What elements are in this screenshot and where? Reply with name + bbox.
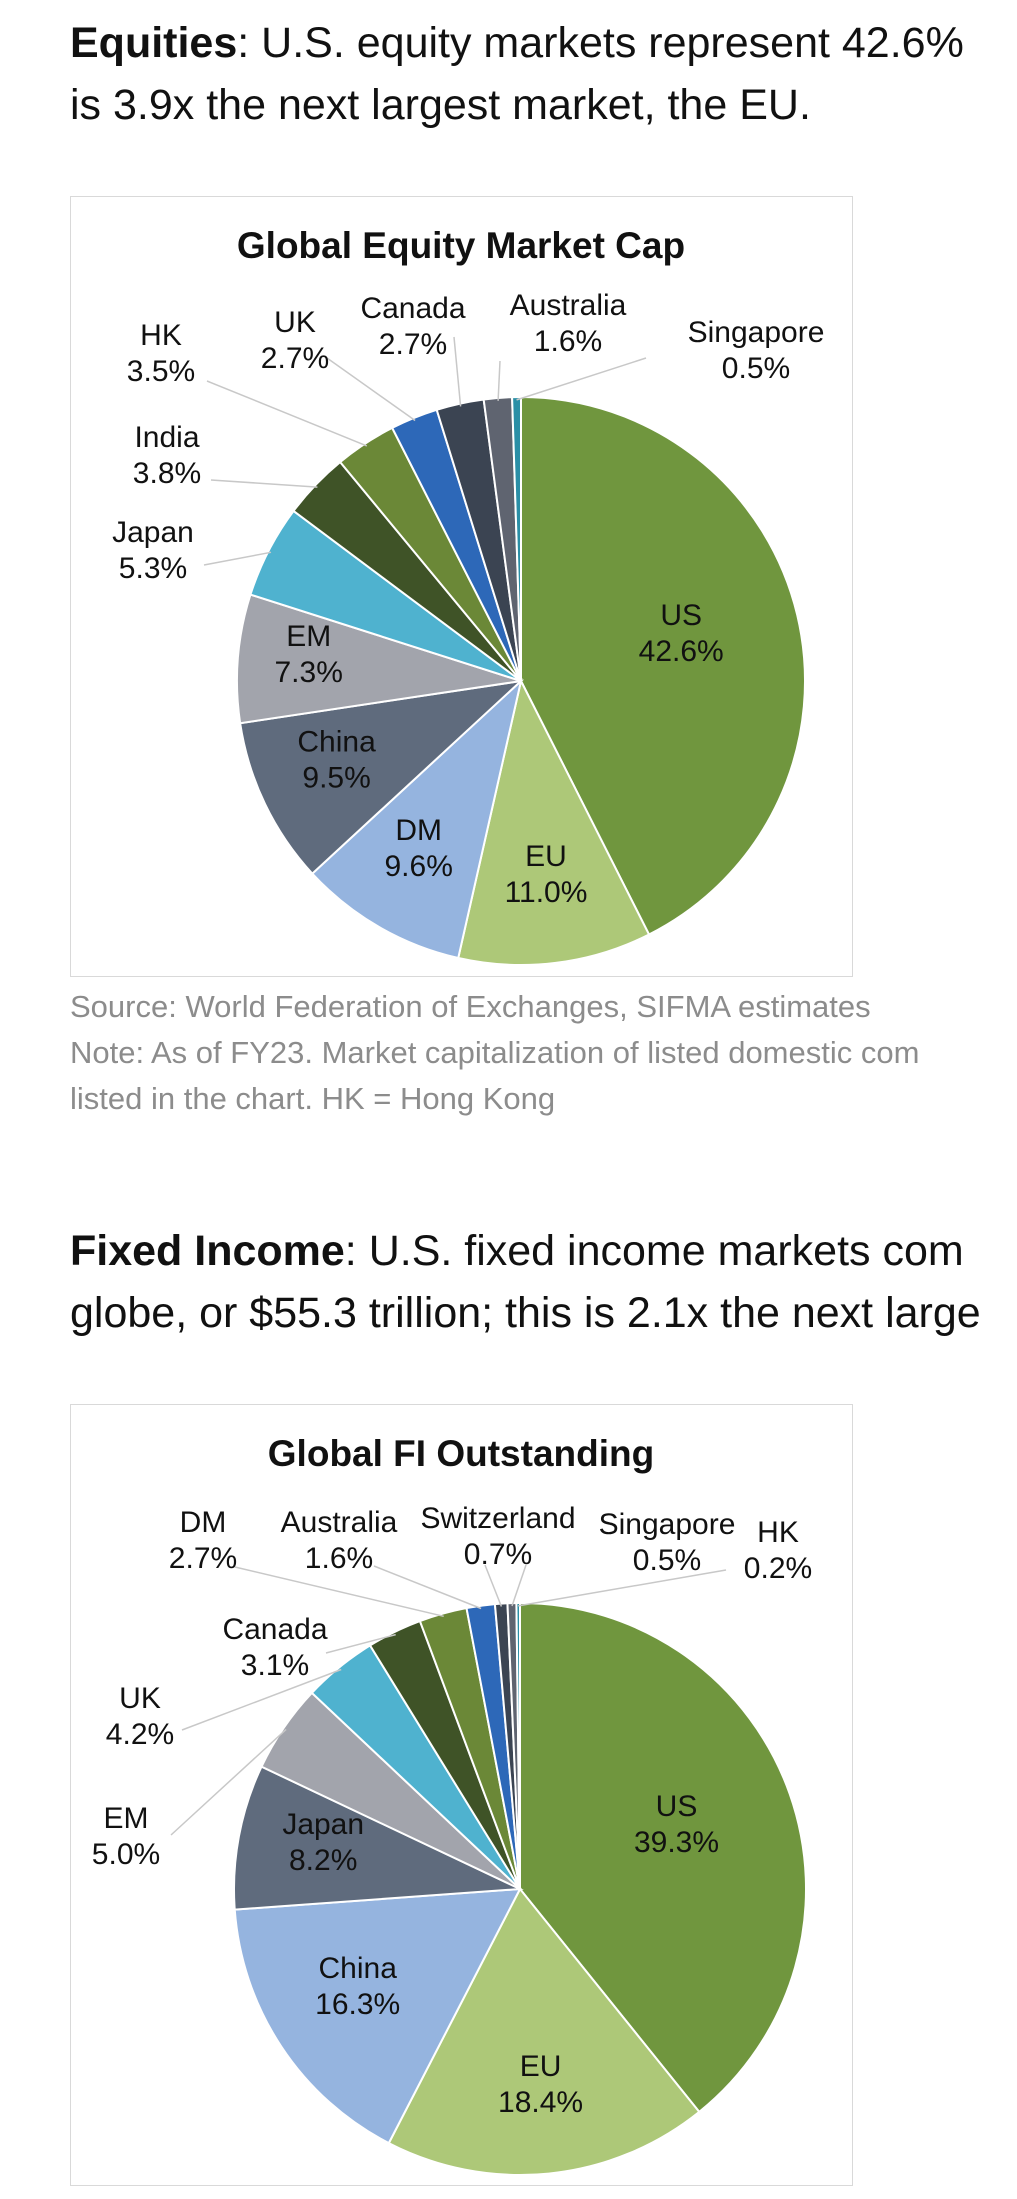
equity-slice-us [520, 395, 806, 936]
equity-slice-dm [310, 678, 523, 960]
fi-label-australia: Australia [281, 1506, 398, 1539]
equity-label-uk: UK [274, 306, 316, 339]
fi-leader-uk [181, 1668, 342, 1731]
equity-label-eu: EU [525, 840, 567, 873]
equity-value-australia: 1.6% [534, 325, 602, 358]
equity-leader-australia [497, 360, 501, 401]
note-line-2: listed in the chart. HK = Hong Kong [70, 1081, 556, 1116]
fi-label-em: EM [104, 1802, 149, 1835]
fixed-income-text-1: : U.S. fixed income markets com [344, 1227, 964, 1275]
fi-label-eu: EU [520, 2050, 562, 2083]
equity-slice-em [236, 593, 522, 725]
equity-label-us: US [660, 599, 702, 632]
fixed-income-paragraph-line-1: Fixed Income: U.S. fixed income markets … [70, 1220, 1017, 1282]
equity-value-em: 7.3% [275, 656, 343, 689]
fi-slice-eu [387, 1887, 701, 2176]
fi-slice-china [233, 1887, 522, 2145]
equity-chart-title: Global Equity Market Cap [237, 225, 685, 266]
fi-value-singapore: 0.5% [633, 1544, 701, 1577]
fi-label-switzerland: Switzerland [420, 1502, 575, 1535]
fi-label-canada: Canada [222, 1613, 327, 1646]
equity-leader-india [210, 479, 318, 488]
fi-label-uk: UK [119, 1682, 161, 1715]
fi-value-switzerland: 0.7% [464, 1538, 532, 1571]
equity-value-eu: 11.0% [505, 876, 588, 909]
fi-leader-hk [518, 1569, 727, 1607]
fixed-income-text-2: globe, or $55.3 trillion; this is 2.1x t… [70, 1289, 981, 1337]
source-note: Source: World Federation of Exchanges, S… [70, 989, 871, 1024]
fi-chart-panel: Global FI Outstanding US 39.3% EU 18.4% Chin… [70, 1404, 853, 2186]
fi-leader-em [170, 1728, 287, 1836]
fi-leader-canada [325, 1633, 396, 1654]
equity-value-india: 3.8% [133, 457, 201, 490]
fi-label-us: US [656, 1790, 698, 1823]
equity-label-singapore: Singapore [688, 316, 825, 349]
equity-value-singapore: 0.5% [722, 352, 790, 385]
equity-value-us: 42.6% [639, 635, 724, 668]
equity-label-em: EM [286, 620, 331, 653]
equity-slices [236, 395, 806, 966]
equity-value-uk: 2.7% [261, 342, 329, 375]
fi-value-japan: 8.2% [289, 1844, 357, 1877]
fi-slice-japan [233, 1765, 524, 1911]
equity-label-india: India [134, 421, 199, 454]
fixed-income-heading: Fixed Income [70, 1227, 345, 1275]
fi-label-hk: HK [757, 1516, 799, 1549]
equity-value-dm: 9.6% [385, 850, 453, 883]
fi-slices [233, 1601, 807, 2176]
fi-value-hk: 0.2% [744, 1552, 812, 1585]
equity-leader-uk [326, 357, 416, 422]
equity-value-canada: 2.7% [379, 328, 447, 361]
equity-label-dm: DM [395, 814, 442, 847]
fi-label-singapore: Singapore [599, 1508, 736, 1541]
fi-value-eu: 18.4% [498, 2086, 583, 2119]
note-line-1: Note: As of FY23. Market capitalization … [70, 1035, 920, 1070]
fi-value-canada: 3.1% [241, 1649, 309, 1682]
fi-value-dm: 2.7% [169, 1542, 237, 1575]
equity-leader-hk [206, 380, 368, 447]
fixed-income-paragraph: Fixed Income: U.S. fixed income markets … [70, 1220, 1017, 1344]
equities-text-2: is 3.9x the next largest market, the EU. [70, 81, 811, 129]
equity-slice-china [239, 679, 525, 876]
fi-chart-title: Global FI Outstanding [268, 1433, 654, 1474]
equities-paragraph: Equities: U.S. equity markets represent … [70, 12, 1017, 136]
fi-leader-lines [170, 1564, 727, 1836]
equity-value-hk: 3.5% [127, 355, 195, 388]
equity-leader-japan [203, 551, 272, 566]
equity-leader-canada [453, 336, 462, 407]
fi-label-dm: DM [180, 1506, 227, 1539]
fi-label-china: China [319, 1952, 398, 1985]
equity-value-china: 9.5% [302, 761, 370, 794]
fi-value-em: 5.0% [92, 1838, 160, 1871]
fi-leader-dm [234, 1566, 444, 1618]
fi-slice-us [519, 1601, 807, 2114]
equity-chart-panel: Global Equity Market Cap US 42.6% EU 11.0% D… [70, 196, 853, 977]
equity-label-hk: HK [140, 319, 182, 352]
equity-label-australia: Australia [510, 289, 627, 322]
equity-value-japan: 5.3% [119, 552, 187, 585]
fi-leader-singapore [511, 1564, 527, 1607]
fi-value-us: 39.3% [634, 1826, 719, 1859]
equity-label-japan: Japan [112, 516, 194, 549]
equity-leader-singapore [516, 357, 647, 401]
fi-leader-australia [373, 1565, 482, 1610]
fi-slice-hk [515, 1601, 521, 1890]
fi-value-australia: 1.6% [305, 1542, 373, 1575]
fi-value-china: 16.3% [315, 1988, 400, 2021]
equity-label-canada: Canada [360, 292, 465, 325]
equity-label-china: China [297, 725, 376, 758]
equities-paragraph-line-1: Equities: U.S. equity markets represent … [70, 12, 1017, 74]
equities-text-1: : U.S. equity markets represent 42.6% [237, 19, 964, 67]
equity-slice-singapore [511, 395, 522, 682]
fi-value-uk: 4.2% [106, 1718, 174, 1751]
fi-leader-switzerland [484, 1564, 503, 1607]
equity-leader-lines [203, 336, 647, 566]
equities-heading: Equities [70, 19, 238, 67]
fi-label-japan: Japan [282, 1808, 364, 1841]
equity-chart-notes: Source: World Federation of Exchanges, S… [70, 984, 1017, 1122]
